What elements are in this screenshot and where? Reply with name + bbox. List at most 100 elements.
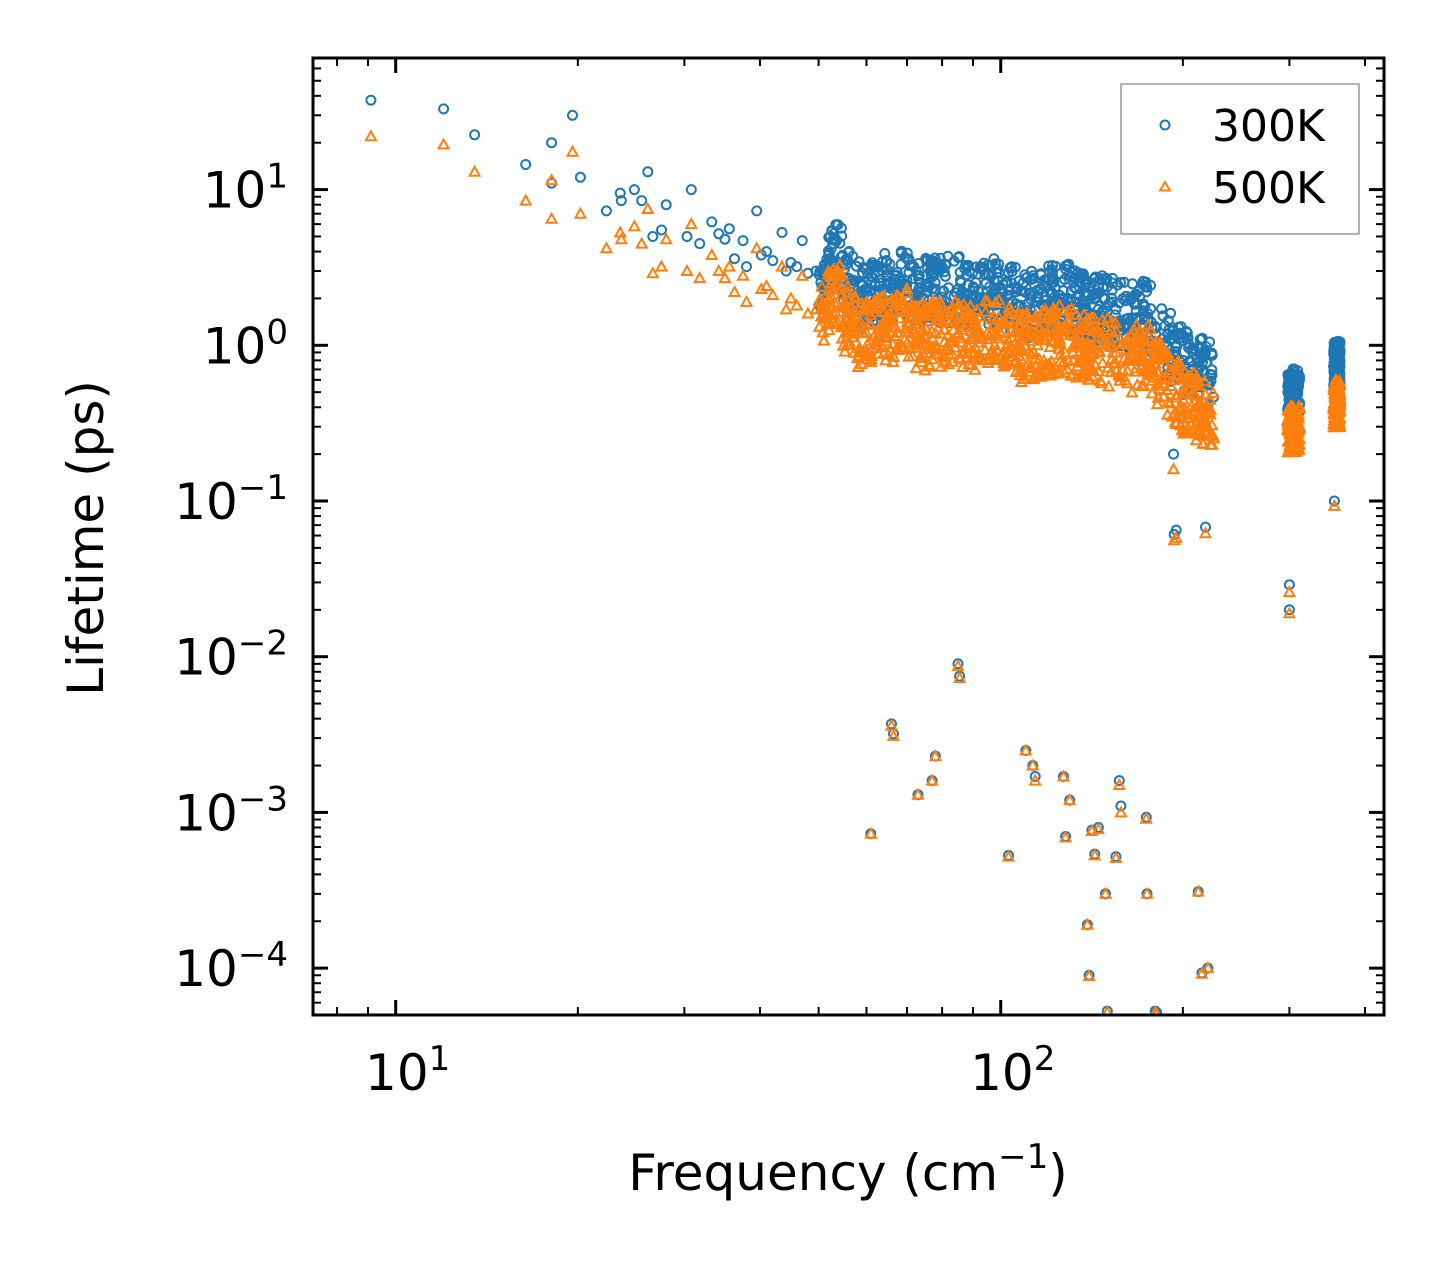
- point-300k: [1126, 312, 1138, 324]
- point-300k: [469, 129, 481, 141]
- point-500k: [1109, 324, 1124, 337]
- point-500k: [1060, 313, 1075, 326]
- point-300k: [1046, 276, 1058, 288]
- point-500k: [997, 314, 1012, 327]
- point-500k: [1112, 777, 1126, 790]
- point-500k: [1109, 850, 1123, 863]
- point-500k: [1204, 427, 1218, 440]
- point-500k: [1082, 968, 1096, 981]
- point-500k: [684, 217, 698, 230]
- point-500k: [1026, 758, 1040, 771]
- point-300k: [767, 255, 779, 267]
- point-500k: [863, 317, 877, 330]
- point-300k: [1035, 283, 1047, 295]
- point-500k: [945, 346, 959, 359]
- data-points: [364, 94, 1347, 1015]
- legend-label-500k: 500K: [1212, 163, 1326, 214]
- point-300k: [982, 259, 994, 271]
- y-tick-label-exp: −2: [238, 624, 288, 664]
- point-500k: [915, 346, 930, 359]
- point-500k: [1095, 355, 1110, 368]
- point-500k: [1014, 374, 1028, 387]
- point-500k: [872, 320, 886, 333]
- y-tick-label-base: 10: [203, 317, 267, 375]
- point-300k: [1200, 521, 1211, 533]
- point-500k: [1163, 366, 1177, 379]
- point-500k: [928, 325, 943, 338]
- point-500k: [1287, 424, 1302, 437]
- legend-label-300k: 300K: [1212, 101, 1326, 152]
- point-500k: [1088, 358, 1103, 371]
- point-500k: [809, 302, 823, 315]
- point-500k: [1061, 303, 1076, 316]
- x-axis-label-main: Frequency (cm: [628, 1144, 998, 1202]
- point-300k: [776, 227, 788, 238]
- point-500k: [1166, 462, 1181, 475]
- point-500k: [995, 347, 1009, 360]
- point-300k: [1127, 291, 1139, 303]
- point-500k: [1132, 336, 1146, 349]
- point-500k: [784, 291, 798, 304]
- point-500k: [1091, 345, 1106, 358]
- point-500k: [852, 344, 867, 357]
- point-500k: [856, 302, 870, 315]
- point-300k: [1101, 281, 1113, 293]
- point-500k: [1041, 358, 1056, 371]
- point-500k: [860, 351, 874, 364]
- point-500k: [830, 278, 844, 291]
- plot-frame: [311, 56, 1386, 1017]
- point-300k: [729, 253, 740, 265]
- point-500k: [911, 331, 925, 344]
- point-500k: [1291, 415, 1305, 428]
- point-500k: [1008, 353, 1022, 366]
- point-300k: [912, 289, 924, 301]
- y-tick-label-base: 10: [174, 473, 238, 531]
- point-300k: [1069, 265, 1081, 277]
- point-300k: [706, 216, 718, 228]
- point-500k: [962, 314, 976, 327]
- point-500k: [1081, 337, 1096, 350]
- point-300k: [907, 273, 919, 285]
- point-300k: [1006, 277, 1017, 289]
- y-tick-label: 10−3: [174, 779, 288, 842]
- point-500k: [573, 206, 588, 219]
- point-500k: [821, 315, 835, 328]
- point-500k: [1329, 402, 1343, 415]
- point-500k: [1149, 335, 1163, 348]
- point-500k: [1117, 351, 1132, 364]
- point-500k: [930, 341, 944, 354]
- point-500k: [978, 293, 993, 306]
- point-300k: [1062, 294, 1073, 306]
- point-500k: [937, 322, 951, 335]
- point-500k: [817, 333, 831, 346]
- point-500k: [926, 339, 940, 352]
- point-500k: [822, 291, 836, 304]
- point-500k: [1103, 333, 1117, 346]
- point-500k: [1125, 385, 1139, 398]
- point-500k: [902, 349, 916, 362]
- point-300k: [1029, 771, 1041, 782]
- point-300k: [1289, 386, 1301, 398]
- point-500k: [955, 359, 970, 372]
- point-500k: [766, 288, 780, 301]
- point-500k: [1196, 428, 1211, 441]
- point-300k: [642, 166, 654, 178]
- point-500k: [1061, 354, 1076, 367]
- point-300k: [1156, 303, 1168, 315]
- point-500k: [817, 306, 831, 319]
- point-500k: [1191, 884, 1205, 897]
- point-500k: [900, 281, 914, 294]
- point-500k: [1139, 811, 1153, 824]
- point-500k: [1069, 370, 1084, 383]
- point-500k: [1022, 361, 1036, 374]
- point-300k: [929, 283, 941, 295]
- y-tick-label: 10−1: [174, 468, 288, 531]
- point-500k: [779, 302, 793, 315]
- point-500k: [842, 337, 856, 350]
- point-500k: [844, 298, 859, 311]
- x-tick-label-exp: 1: [429, 1039, 451, 1079]
- x-tick-label: 101: [365, 1039, 450, 1102]
- point-500k: [1075, 369, 1090, 382]
- point-500k: [467, 164, 482, 177]
